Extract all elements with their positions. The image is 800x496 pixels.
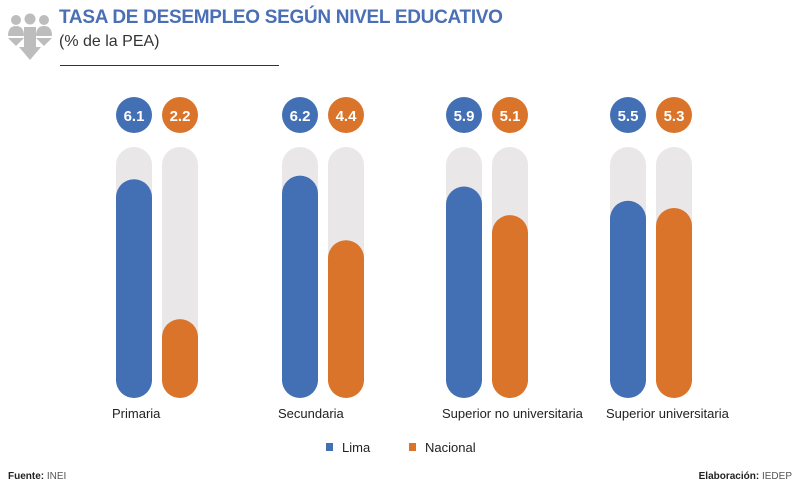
source-note: Fuente: INEI	[8, 471, 66, 482]
value-badge	[656, 97, 692, 133]
bar-lima	[610, 200, 646, 398]
value-badge	[610, 97, 646, 133]
source-value: INEI	[46, 471, 67, 482]
chart-subtitle: (% de la PEA)	[59, 33, 160, 50]
credit-value: IEDEP	[761, 471, 792, 482]
value-badge	[492, 97, 528, 133]
data-label: 5.1	[500, 108, 521, 125]
category-label: Superior universitaria	[606, 406, 730, 421]
value-badge	[282, 97, 318, 133]
bar-nacional	[328, 240, 364, 398]
category-label: Secundaria	[278, 406, 345, 421]
bar-nacional	[656, 207, 692, 398]
value-badge	[446, 97, 482, 133]
legend-swatch	[326, 443, 333, 451]
data-label: 6.1	[124, 108, 145, 125]
legend-swatch	[409, 443, 416, 451]
data-label: 5.9	[454, 108, 475, 125]
bar-nacional	[492, 215, 528, 398]
value-badge	[116, 97, 152, 133]
title-divider	[60, 65, 279, 66]
legend-label: Lima	[342, 440, 371, 455]
legend-label: Nacional	[425, 440, 476, 455]
chart-title: TASA DE DESEMPLEO SEGÚN NIVEL EDUCATIVO	[59, 7, 503, 28]
category-label: Superior no universitaria	[442, 406, 584, 421]
data-label: 5.5	[618, 108, 639, 125]
category-label: Primaria	[112, 406, 161, 421]
credit-note: Elaboración: IEDEP	[699, 471, 792, 482]
value-badge	[162, 97, 198, 133]
credit-label: Elaboración:	[698, 471, 760, 482]
value-badge	[328, 97, 364, 133]
source-label: Fuente:	[8, 471, 45, 482]
data-label: 4.4	[336, 108, 358, 125]
data-label: 2.2	[170, 108, 191, 125]
data-label: 5.3	[664, 108, 685, 125]
people-down-icon	[8, 13, 52, 60]
bar-lima	[446, 186, 482, 398]
bar-nacional	[162, 319, 198, 398]
data-label: 6.2	[290, 108, 311, 125]
bar-lima	[116, 179, 152, 398]
bar-lima	[282, 175, 318, 398]
